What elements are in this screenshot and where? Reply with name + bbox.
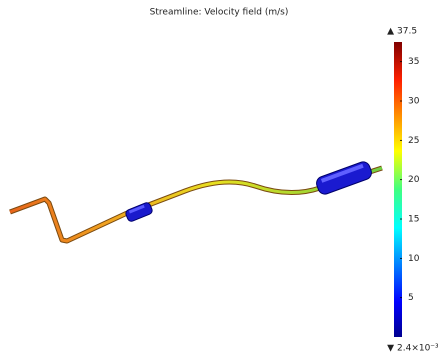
- max-arrow: ▲: [387, 27, 394, 37]
- colorbar-min: 2.4×10⁻³: [397, 344, 438, 354]
- tick-label: 15: [408, 215, 419, 225]
- chart: Streamline: Velocity field (m/s) ▲ 37.5 …: [0, 0, 438, 358]
- tick-label: 25: [408, 136, 419, 146]
- chart-title: Streamline: Velocity field (m/s): [150, 8, 289, 18]
- valve: [125, 202, 154, 223]
- min-arrow: ▼: [387, 344, 394, 354]
- tick-label: 35: [408, 57, 419, 67]
- tank: [315, 160, 374, 196]
- colorbar: [394, 42, 402, 337]
- tick-label: 30: [408, 97, 420, 107]
- tick-label: 10: [408, 254, 420, 264]
- tick-label: 5: [408, 293, 414, 303]
- tick-label: 20: [408, 175, 420, 185]
- colorbar-max: 37.5: [397, 27, 417, 37]
